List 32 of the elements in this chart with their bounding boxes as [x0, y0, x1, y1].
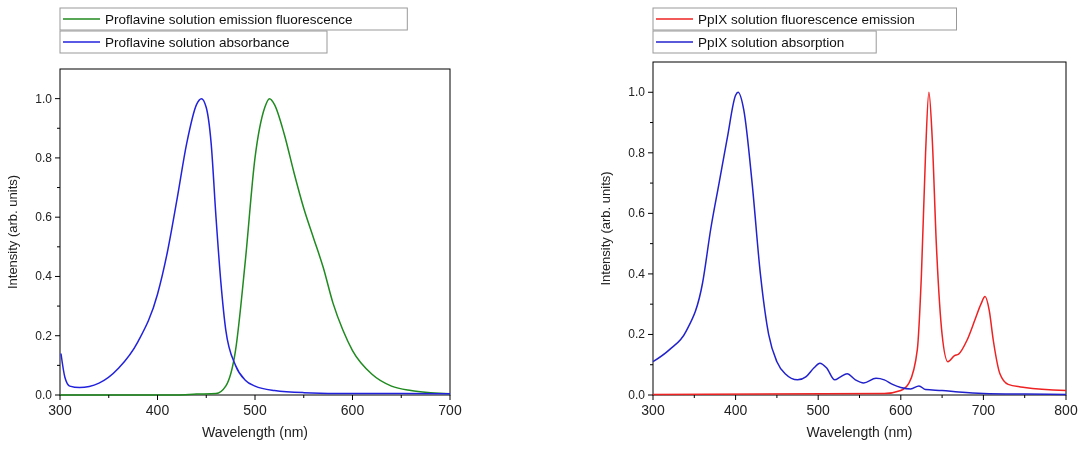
x-tick-label: 400: [145, 402, 170, 418]
x-tick-label: 700: [438, 402, 462, 418]
x-tick-label: 300: [641, 402, 665, 418]
y-axis-title: Intensity (arb. units): [5, 174, 20, 290]
y-tick-label: 0.2: [628, 327, 646, 342]
y-tick-label: 0.8: [628, 145, 646, 160]
x-tick-label: 300: [48, 402, 72, 418]
x-tick-label: 700: [971, 402, 996, 418]
y-tick-label: 0.2: [35, 328, 53, 343]
x-tick-label: 600: [889, 402, 913, 418]
x-tick-label: 800: [1054, 402, 1078, 418]
line-series: [652, 91, 1067, 396]
x-axis-title: Wavelength (nm): [201, 424, 309, 440]
y-tick-label: 0.6: [35, 210, 53, 225]
legend-label: PpIX solution absorption: [698, 35, 845, 50]
y-tick-label: 0.4: [35, 269, 53, 284]
legend-label: PpIX solution fluorescence emission: [698, 12, 915, 27]
x-tick-label: 500: [243, 402, 267, 418]
y-tick-label: 0.6: [628, 206, 646, 221]
y-tick-label: 1.0: [628, 85, 646, 100]
y-tick-label: 0.8: [35, 150, 53, 165]
x-axis-title: Wavelength (nm): [806, 424, 913, 440]
y-tick-label: 0.4: [628, 266, 646, 281]
y-tick-label: 1.0: [35, 91, 53, 106]
legend-label: Proflavine solution emission fluorescence: [105, 12, 353, 27]
y-axis-title: Intensity (arb. units): [598, 171, 613, 286]
y-tick-label: 0.0: [35, 388, 53, 402]
x-tick-label: 600: [340, 402, 365, 418]
x-tick-label: 400: [723, 402, 748, 418]
legend-label: Proflavine solution absorbance: [105, 35, 290, 50]
x-tick-label: 500: [806, 402, 831, 418]
y-tick-label: 0.0: [628, 388, 646, 402]
